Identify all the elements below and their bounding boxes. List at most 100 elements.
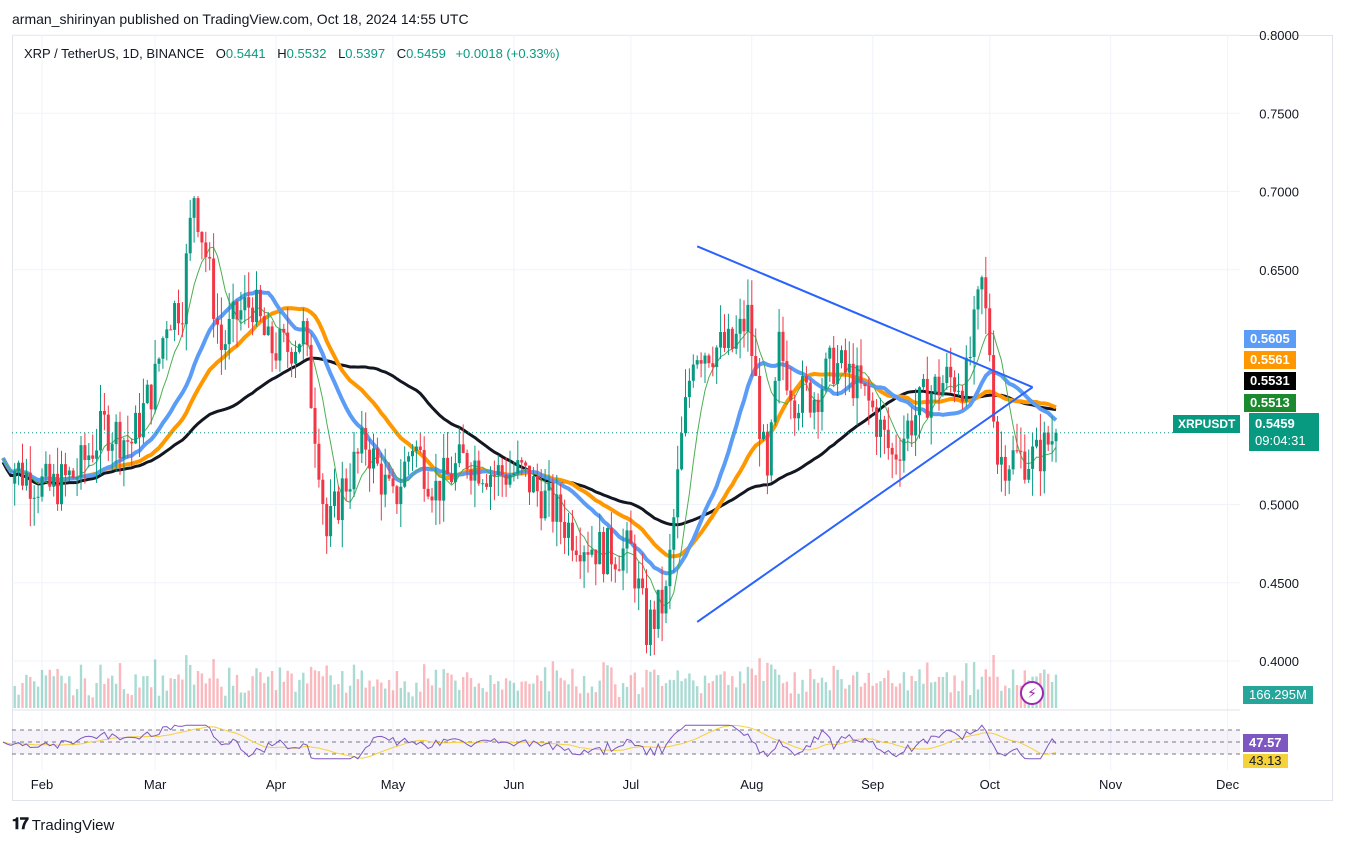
- volume-bar: [871, 685, 874, 708]
- volume-bar: [189, 664, 192, 708]
- candle-body: [180, 323, 184, 325]
- volume-bar: [177, 674, 180, 708]
- candle-body: [719, 332, 723, 348]
- footer-brand[interactable]: 𝟏𝟕 TradingView: [12, 816, 114, 834]
- volume-bar: [672, 680, 675, 708]
- candle-body: [625, 530, 629, 549]
- candle-body: [570, 522, 574, 551]
- volume-bar: [508, 680, 512, 708]
- candle-body: [914, 415, 918, 436]
- candle-body: [921, 378, 925, 388]
- volume-bar: [29, 676, 32, 708]
- volume-bar: [524, 681, 527, 708]
- volume-bar: [118, 663, 122, 708]
- candle-body: [153, 363, 157, 410]
- candle-body: [1003, 456, 1007, 481]
- candle-body: [255, 289, 258, 323]
- volume-bar: [894, 686, 898, 708]
- candle-body: [231, 301, 235, 319]
- volume-bar: [949, 692, 952, 708]
- candle-body: [812, 399, 816, 413]
- volume-bar: [832, 665, 835, 708]
- candle-body: [75, 477, 79, 479]
- ohlc-legend: XRP / TetherUS, 1D, BINANCE O0.5441 H0.5…: [24, 46, 560, 61]
- candle-body: [602, 531, 606, 575]
- candle-body: [95, 450, 99, 459]
- lightning-icon[interactable]: ⚡: [1020, 681, 1044, 705]
- candle-body: [457, 444, 461, 464]
- volume-bar: [387, 680, 391, 708]
- candle-body: [933, 376, 937, 394]
- candle-body: [645, 588, 648, 645]
- candle-body: [691, 364, 695, 381]
- x-tick-label: Oct: [980, 777, 1001, 792]
- candle-body: [660, 589, 664, 614]
- volume-bar: [165, 690, 168, 708]
- candle-body: [79, 445, 83, 478]
- x-tick-label: Dec: [1216, 777, 1240, 792]
- candle-body: [843, 350, 847, 373]
- volume-bar: [150, 687, 153, 708]
- candle-body: [340, 478, 344, 521]
- volume-bar: [723, 671, 726, 708]
- volume-bar: [52, 676, 55, 708]
- volume-bar: [450, 674, 453, 708]
- candle-body: [44, 463, 48, 477]
- volume-bar: [216, 678, 219, 708]
- volume-bar: [961, 680, 964, 708]
- volume-bar: [699, 693, 703, 708]
- candle-body: [481, 483, 485, 485]
- x-tick-label: Mar: [144, 777, 167, 792]
- volume-bar: [602, 662, 605, 708]
- volume-bar: [579, 693, 582, 708]
- candle-body: [446, 457, 450, 474]
- candle-body: [847, 363, 851, 373]
- candle-body: [633, 543, 637, 589]
- volume-bar: [333, 684, 336, 708]
- volume-bar: [937, 676, 941, 708]
- volume-bar: [758, 658, 761, 708]
- volume-bar: [208, 678, 211, 708]
- volume-bar: [696, 686, 699, 708]
- candle-body: [489, 475, 492, 487]
- x-tick-label: Sep: [861, 777, 884, 792]
- candle-body: [251, 307, 255, 323]
- volume-bar: [411, 696, 414, 708]
- volume-bar: [204, 683, 207, 708]
- candle-body: [247, 297, 251, 308]
- volume-bar: [563, 680, 566, 708]
- volume-bar: [399, 687, 402, 708]
- candle-body: [648, 609, 652, 645]
- volume-bar: [840, 679, 843, 708]
- candle-body: [563, 521, 567, 538]
- x-tick-label: Jul: [623, 777, 640, 792]
- symbol-tag: XRPUSDT: [1173, 415, 1241, 433]
- volume-bar: [391, 690, 395, 708]
- volume-bar: [13, 685, 16, 708]
- candle-body: [442, 457, 446, 501]
- candle-body: [520, 460, 524, 463]
- candle-body: [208, 256, 212, 259]
- volume-bar: [711, 681, 714, 708]
- candle-body: [504, 474, 508, 485]
- volume-bar: [555, 670, 558, 708]
- candle-body: [325, 503, 329, 537]
- candle-body: [1038, 439, 1042, 472]
- candle-body: [531, 476, 535, 493]
- x-tick-label: Aug: [740, 777, 763, 792]
- volume-bar: [469, 678, 473, 708]
- volume-bar: [95, 683, 98, 708]
- volume-bar: [551, 661, 555, 708]
- volume-bar: [614, 684, 617, 708]
- candle-body: [980, 277, 984, 290]
- candle-body: [824, 358, 828, 390]
- volume-bar: [504, 678, 508, 708]
- candle-body: [512, 473, 516, 476]
- volume-bar: [649, 671, 652, 708]
- volume-bar: [777, 674, 781, 708]
- volume-bar: [1054, 674, 1058, 708]
- volume-bar: [516, 690, 519, 708]
- volume-bar: [99, 664, 102, 708]
- candle-body: [886, 429, 890, 448]
